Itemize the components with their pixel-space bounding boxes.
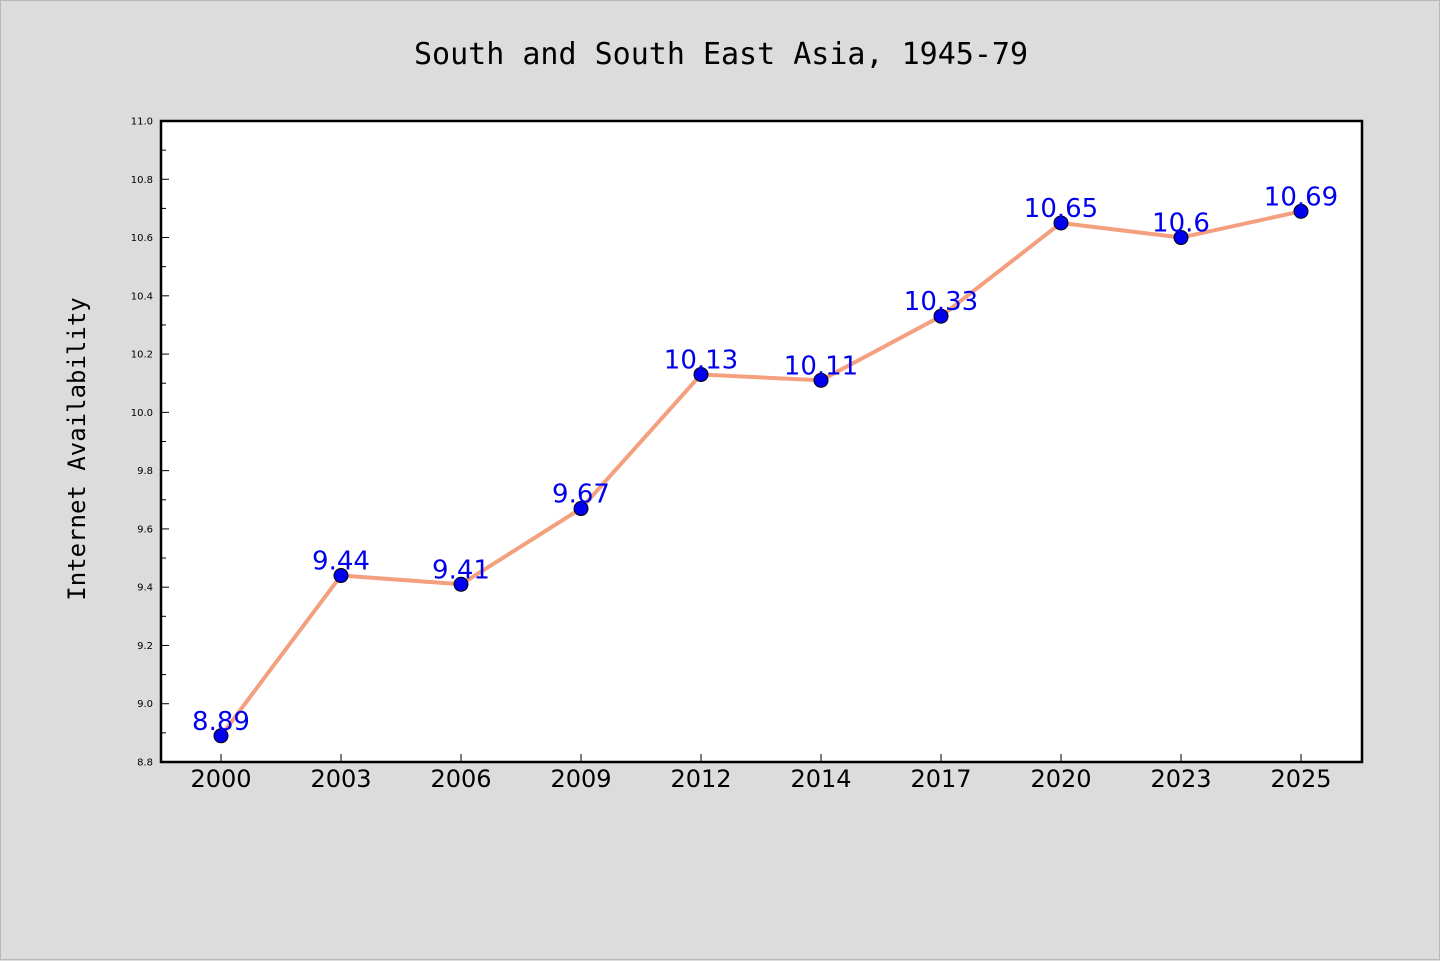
y-tick-label: 10.4	[131, 291, 153, 302]
x-tick-label: 2023	[1150, 765, 1211, 793]
series-line	[219, 209, 1303, 738]
data-label: 9.41	[432, 555, 490, 585]
y-tick-label: 9.0	[137, 699, 153, 710]
y-tick-label: 10.0	[131, 408, 153, 419]
x-tick-label: 2025	[1270, 765, 1331, 793]
data-point	[573, 501, 589, 517]
x-tick-label: 2017	[910, 765, 971, 793]
x-tick-label: 2014	[790, 765, 851, 793]
y-tick-label: 10.6	[131, 233, 153, 244]
series-layer: 8.89 9.44 9.41 9.67 10.13 10.11 10.33 10.65 10.6…	[192, 182, 1338, 744]
x-axis-ticks: 2000 2003 2006 2009 2012 2014 2017 2020 2023 2025	[190, 754, 1332, 793]
y-axis-label: Internet Availability	[63, 297, 91, 600]
data-point	[213, 728, 229, 744]
data-label: 10.11	[784, 351, 858, 381]
data-point	[333, 568, 349, 584]
y-tick-label: 10.2	[131, 350, 153, 361]
x-tick-label: 2009	[550, 765, 611, 793]
x-tick-label: 2006	[430, 765, 491, 793]
data-label: 10.69	[1264, 182, 1338, 212]
x-tick-label: 2020	[1030, 765, 1091, 793]
data-label: 9.44	[312, 547, 370, 577]
data-label: 10.65	[1024, 194, 1098, 224]
data-label: 9.67	[552, 480, 610, 510]
data-point	[933, 308, 949, 324]
chart-title: South and South East Asia, 1945-79	[414, 37, 1028, 72]
x-tick-label: 2000	[190, 765, 251, 793]
data-label: 10.33	[904, 287, 978, 317]
data-point	[1293, 203, 1309, 219]
y-tick-label: 9.6	[137, 524, 153, 535]
data-point	[1173, 230, 1189, 246]
y-tick-label: 11.0	[131, 117, 153, 128]
y-axis-ticks: 8.8 9.0 9.2 9.4 9.6 9.8 10.0 10.2 10.4 10.6 10.8 11…	[131, 117, 169, 769]
data-point	[693, 366, 709, 382]
data-label: 10.6	[1152, 209, 1210, 239]
y-tick-label: 8.8	[137, 758, 153, 769]
y-tick-label: 9.8	[137, 466, 153, 477]
y-tick-label: 9.2	[137, 641, 153, 652]
data-point	[453, 576, 469, 592]
data-point	[813, 372, 829, 388]
plot-area	[159, 119, 1364, 764]
data-label: 10.13	[664, 345, 738, 375]
y-tick-label: 9.4	[137, 583, 153, 594]
x-tick-label: 2012	[670, 765, 731, 793]
y-tick-label: 10.8	[131, 175, 153, 186]
x-tick-label: 2003	[310, 765, 371, 793]
data-point	[1053, 215, 1069, 231]
data-label: 8.89	[192, 707, 250, 737]
